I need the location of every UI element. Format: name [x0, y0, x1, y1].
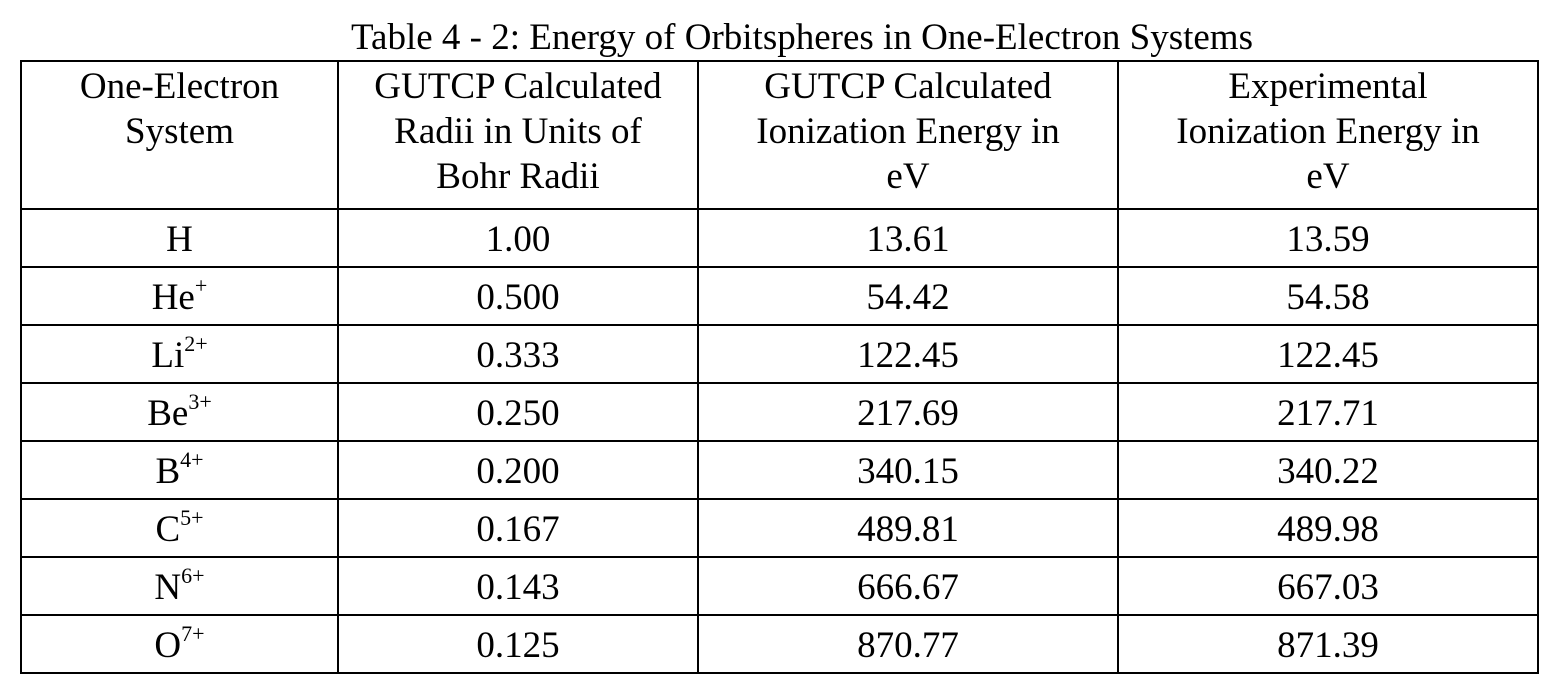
ion-charge: 7+ — [181, 620, 205, 646]
ion-charge: 2+ — [184, 330, 208, 356]
element-symbol: He — [151, 277, 195, 318]
system-cell: H — [20, 208, 339, 268]
column-header-calculated-energy: GUTCP Calculated Ionization Energy in eV — [697, 60, 1119, 210]
system-cell: Be3+ — [20, 382, 339, 442]
experimental-energy-cell: 217.71 — [1117, 382, 1539, 442]
table-row: H 1.00 13.61 13.59 — [20, 208, 1539, 268]
calculated-energy-cell: 54.42 — [697, 266, 1119, 326]
calculated-energy-cell: 666.67 — [697, 556, 1119, 616]
element-symbol: O — [154, 625, 182, 666]
experimental-energy-cell: 340.22 — [1117, 440, 1539, 500]
element-symbol: C — [155, 509, 181, 550]
experimental-energy-cell: 13.59 — [1117, 208, 1539, 268]
energy-table: One-Electron System GUTCP Calculated Rad… — [20, 60, 1539, 674]
radius-cell: 0.250 — [337, 382, 699, 442]
system-cell: He+ — [20, 266, 339, 326]
column-header-line: One-Electron — [79, 66, 280, 107]
system-cell: B4+ — [20, 440, 339, 500]
column-header-line: GUTCP Calculated — [764, 66, 1052, 107]
element-symbol: B — [155, 451, 181, 492]
column-header-line: Experimental — [1228, 66, 1428, 107]
table-row: He+ 0.500 54.42 54.58 — [20, 266, 1539, 326]
ion-charge: 5+ — [180, 504, 204, 530]
ion-charge: 3+ — [188, 388, 212, 414]
table-body: H 1.00 13.61 13.59 He+ 0.500 54.42 54.58… — [20, 208, 1539, 674]
table-row: Li2+ 0.333 122.45 122.45 — [20, 324, 1539, 384]
element-symbol: H — [166, 219, 193, 260]
radius-cell: 0.333 — [337, 324, 699, 384]
header-row: One-Electron System GUTCP Calculated Rad… — [20, 60, 1539, 210]
element-symbol: Li — [151, 335, 185, 376]
element-symbol: N — [154, 567, 182, 608]
ion-charge: 6+ — [181, 562, 205, 588]
experimental-energy-cell: 122.45 — [1117, 324, 1539, 384]
column-header-radius: GUTCP Calculated Radii in Units of Bohr … — [337, 60, 699, 210]
table-row: B4+ 0.200 340.15 340.22 — [20, 440, 1539, 500]
radius-cell: 0.200 — [337, 440, 699, 500]
column-header-line: Radii in Units of — [394, 111, 642, 152]
column-header-line: Ionization Energy in — [1176, 111, 1480, 152]
table-caption: Table 4 - 2: Energy of Orbitspheres in O… — [351, 17, 1253, 58]
experimental-energy-cell: 667.03 — [1117, 556, 1539, 616]
ion-charge: 4+ — [180, 446, 204, 472]
element-symbol: Be — [147, 393, 189, 434]
column-header-system: One-Electron System — [20, 60, 339, 210]
calculated-energy-cell: 870.77 — [697, 614, 1119, 674]
column-header-line: eV — [886, 156, 930, 197]
experimental-energy-cell: 54.58 — [1117, 266, 1539, 326]
table-row: C5+ 0.167 489.81 489.98 — [20, 498, 1539, 558]
column-header-line: eV — [1306, 156, 1350, 197]
table-row: Be3+ 0.250 217.69 217.71 — [20, 382, 1539, 442]
calculated-energy-cell: 13.61 — [697, 208, 1119, 268]
radius-cell: 0.125 — [337, 614, 699, 674]
radius-cell: 0.167 — [337, 498, 699, 558]
experimental-energy-cell: 489.98 — [1117, 498, 1539, 558]
calculated-energy-cell: 340.15 — [697, 440, 1119, 500]
ion-charge: + — [194, 272, 208, 298]
system-cell: N6+ — [20, 556, 339, 616]
column-header-line: Bohr Radii — [436, 156, 600, 197]
column-header-line: Ionization Energy in — [756, 111, 1060, 152]
column-header-line: GUTCP Calculated — [374, 66, 662, 107]
table-row: O7+ 0.125 870.77 871.39 — [20, 614, 1539, 674]
system-cell: C5+ — [20, 498, 339, 558]
table-row: N6+ 0.143 666.67 667.03 — [20, 556, 1539, 616]
system-cell: Li2+ — [20, 324, 339, 384]
column-header-line: System — [125, 111, 234, 152]
experimental-energy-cell: 871.39 — [1117, 614, 1539, 674]
system-cell: O7+ — [20, 614, 339, 674]
column-header-experimental-energy: Experimental Ionization Energy in eV — [1117, 60, 1539, 210]
calculated-energy-cell: 122.45 — [697, 324, 1119, 384]
calculated-energy-cell: 489.81 — [697, 498, 1119, 558]
radius-cell: 0.143 — [337, 556, 699, 616]
radius-cell: 1.00 — [337, 208, 699, 268]
calculated-energy-cell: 217.69 — [697, 382, 1119, 442]
table-header: One-Electron System GUTCP Calculated Rad… — [20, 60, 1539, 210]
radius-cell: 0.500 — [337, 266, 699, 326]
